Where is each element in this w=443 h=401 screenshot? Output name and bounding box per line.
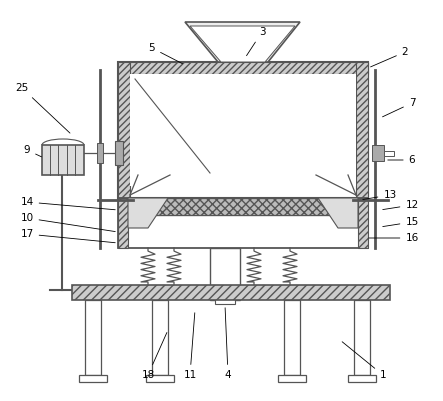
Bar [146, 375, 174, 382]
Bar [358, 198, 368, 248]
Bar [130, 74, 356, 186]
Text: 3: 3 [246, 27, 265, 56]
Bar [118, 198, 368, 248]
Bar [79, 375, 107, 382]
Bar [72, 285, 390, 300]
Text: 17: 17 [20, 229, 115, 243]
Bar [152, 300, 168, 375]
Text: 6: 6 [388, 155, 415, 165]
Text: 15: 15 [383, 217, 419, 227]
Text: 9: 9 [23, 145, 42, 157]
Text: 25: 25 [16, 83, 70, 133]
Bar [356, 62, 368, 198]
Bar [118, 62, 368, 198]
Bar [42, 145, 84, 175]
Bar [284, 300, 300, 375]
Text: 13: 13 [363, 190, 396, 200]
Bar [215, 292, 235, 304]
Text: 10: 10 [20, 213, 115, 232]
Bar [384, 151, 394, 156]
Text: 1: 1 [342, 342, 386, 380]
Text: 14: 14 [20, 197, 115, 210]
Text: 4: 4 [225, 308, 231, 380]
Polygon shape [128, 198, 168, 228]
Bar [118, 198, 128, 248]
Text: 18: 18 [141, 332, 167, 380]
Bar [278, 375, 306, 382]
Bar [97, 143, 103, 163]
Polygon shape [185, 22, 300, 62]
Bar [115, 141, 123, 165]
Bar [85, 300, 101, 375]
Polygon shape [190, 26, 295, 62]
Text: 12: 12 [383, 200, 419, 210]
Bar [210, 248, 240, 300]
Bar [348, 375, 376, 382]
Bar [130, 198, 356, 215]
Text: 5: 5 [149, 43, 183, 64]
Bar [118, 62, 368, 74]
Text: 2: 2 [370, 47, 408, 67]
Text: 11: 11 [183, 313, 197, 380]
Text: 7: 7 [382, 98, 415, 117]
Text: 16: 16 [369, 233, 419, 243]
Bar [372, 145, 384, 161]
Bar [354, 300, 370, 375]
Polygon shape [318, 198, 358, 228]
Bar [118, 62, 130, 198]
